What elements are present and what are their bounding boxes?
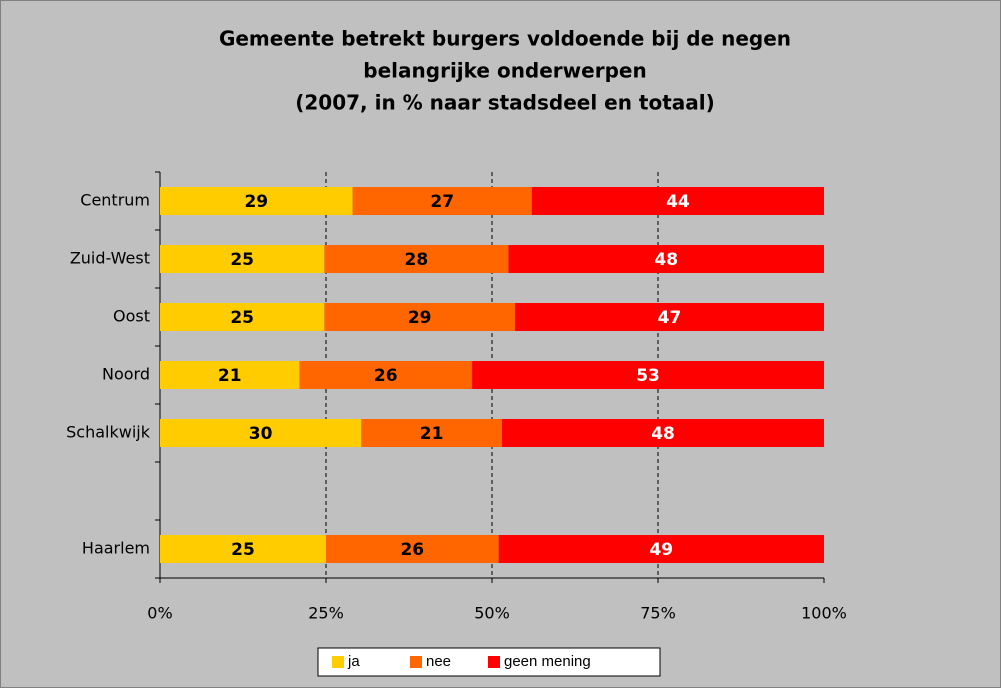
bar [160, 419, 362, 447]
bar [515, 303, 824, 331]
bar-value-label: 53 [636, 366, 660, 386]
y-tick-label: Oost [113, 307, 150, 326]
chart-title: (2007, in % naar stadsdeel en totaal) [295, 91, 715, 115]
y-tick-label: Haarlem [82, 539, 150, 558]
bar [160, 361, 300, 389]
y-tick-label: Centrum [80, 191, 150, 210]
bar [160, 187, 353, 215]
bar-value-label: 21 [218, 366, 242, 386]
bar [160, 535, 326, 563]
bar [352, 187, 532, 215]
bar-value-label: 44 [666, 192, 690, 212]
bar-value-label: 27 [430, 192, 454, 212]
bar-value-label: 26 [374, 366, 398, 386]
bar-value-label: 28 [405, 250, 429, 270]
x-tick-label: 75% [640, 604, 676, 623]
bar-value-label: 25 [230, 250, 254, 270]
legend-swatch [332, 656, 344, 668]
x-tick-label: 0% [147, 604, 172, 623]
x-tick-label: 50% [474, 604, 510, 623]
legend-swatch [410, 656, 422, 668]
bar [498, 535, 824, 563]
bar-value-label: 48 [651, 424, 675, 444]
legend-swatch [488, 656, 500, 668]
bar-value-label: 29 [244, 192, 268, 212]
legend-label: nee [426, 653, 451, 670]
y-tick-label: Schalkwijk [66, 423, 151, 442]
bar [324, 303, 516, 331]
legend-label: ja [347, 653, 360, 670]
bar [508, 245, 824, 273]
y-tick-label: Noord [102, 365, 150, 384]
bar-value-label: 29 [408, 308, 432, 328]
bar [299, 361, 473, 389]
bar-value-label: 26 [400, 540, 424, 560]
bar [502, 419, 824, 447]
y-tick-label: Zuid-West [70, 249, 150, 268]
bar-value-label: 30 [249, 424, 273, 444]
bar [160, 303, 325, 331]
bar [531, 187, 824, 215]
chart-title: belangrijke onderwerpen [363, 59, 646, 83]
bar [472, 361, 824, 389]
bar-value-label: 47 [658, 308, 682, 328]
bar [324, 245, 509, 273]
bar-value-label: 25 [231, 540, 255, 560]
bar [160, 245, 325, 273]
x-tick-label: 100% [801, 604, 847, 623]
bar-value-label: 25 [230, 308, 254, 328]
chart-title: Gemeente betrekt burgers voldoende bij d… [219, 27, 791, 51]
x-tick-label: 25% [308, 604, 344, 623]
bar [361, 419, 503, 447]
bar [326, 535, 499, 563]
bar-value-label: 21 [420, 424, 444, 444]
bar-value-label: 49 [649, 540, 673, 560]
bar-value-label: 48 [654, 250, 678, 270]
legend-label: geen mening [504, 653, 591, 670]
